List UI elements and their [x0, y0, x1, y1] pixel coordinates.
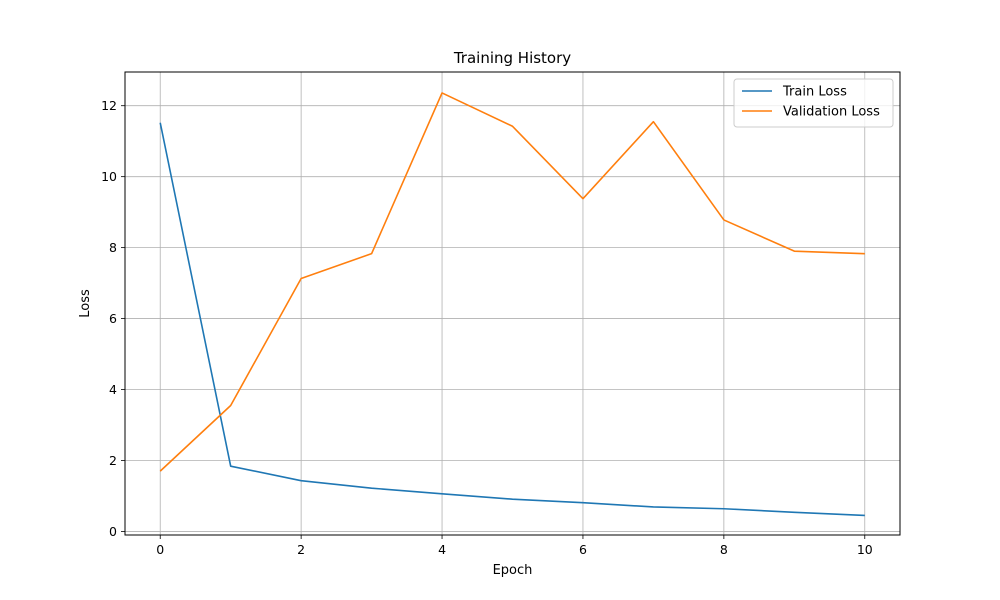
plot-frame [124, 71, 901, 536]
legend-box [733, 78, 894, 128]
y-tick-label: 12 [101, 98, 117, 113]
series-line-0 [159, 122, 865, 517]
y-tick-label: 0 [109, 524, 117, 539]
y-tick-label: 8 [109, 240, 117, 255]
x-tick-label: 6 [579, 542, 587, 557]
legend: Train Loss Validation Loss [733, 78, 894, 128]
y-tick-label: 10 [101, 169, 117, 184]
y-axis: 0 2 4 6 8 10 12 [101, 98, 125, 539]
y-tick-label: 4 [109, 382, 117, 397]
y-tick-label: 2 [109, 453, 117, 468]
series-lines [159, 92, 865, 517]
grid [125, 72, 900, 535]
legend-label: Validation Loss [783, 105, 880, 120]
series-line-1 [159, 92, 865, 472]
x-tick-label: 4 [438, 542, 446, 557]
x-tick-label: 2 [297, 542, 305, 557]
y-tick-label: 6 [109, 311, 117, 326]
x-axis-label: Epoch [493, 563, 533, 578]
chart-title: Training History [453, 49, 571, 67]
x-tick-label: 0 [156, 542, 164, 557]
legend-label: Train Loss [782, 85, 847, 100]
x-axis: 0 2 4 6 8 10 [156, 535, 873, 557]
x-tick-label: 8 [720, 542, 728, 557]
y-axis-label: Loss [78, 289, 93, 318]
x-tick-label: 10 [857, 542, 873, 557]
